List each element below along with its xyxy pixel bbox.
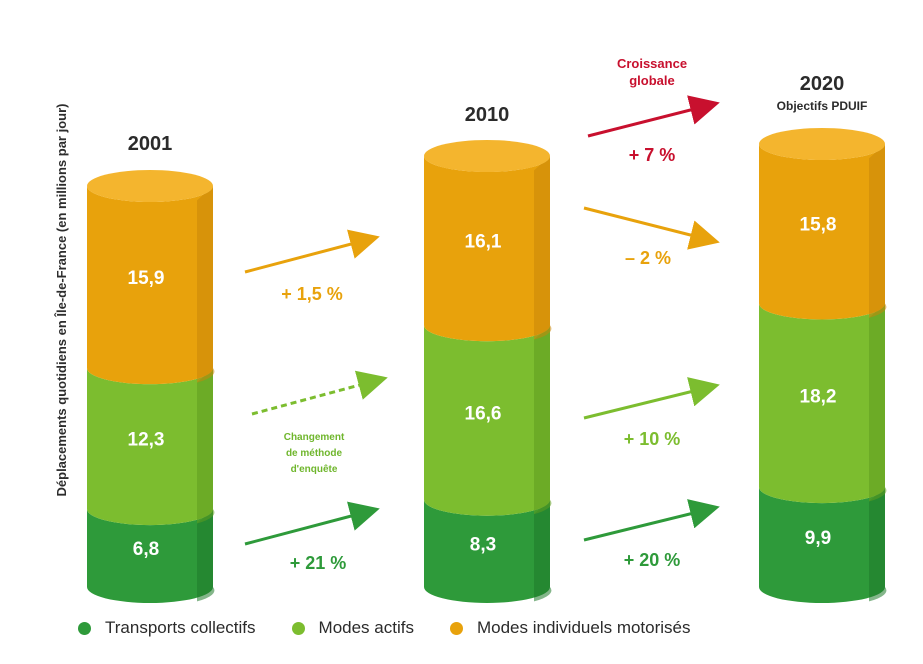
value-label-2001-1: 12,3 (128, 430, 165, 451)
bar-shade-2020-1 (869, 303, 887, 502)
bar-2001-0 (87, 509, 214, 603)
value-label-2001-2: 15,9 (128, 268, 165, 289)
bars-group: 6,8 12,3 15,9 8,3 16,6 16,1 9,9 18,2 15,8 (87, 128, 887, 603)
change-actifs-2010-2020: + 10 % (624, 429, 681, 449)
bar-2020-1 (759, 303, 885, 504)
bar-shade-2001-2 (197, 186, 215, 383)
arrow-motorises-2010-2020 (583, 206, 720, 250)
legend-label-actifs: Modes actifs (318, 618, 414, 637)
bar-2001-1 (87, 368, 214, 526)
arrow-actifs-2001-2010 (251, 370, 388, 416)
change-transports-2010-2020: + 20 % (624, 550, 681, 570)
value-label-2020-0: 9,9 (805, 528, 831, 549)
year-label-2001: 2001 (128, 133, 173, 155)
bar-2020-0 (759, 487, 885, 603)
year-subtitle-2020: Objectifs PDUIF (777, 99, 868, 113)
bar-shade-2001-0 (197, 509, 215, 602)
bar-shade-2020-2 (869, 144, 887, 318)
year-label-2020: 2020 (800, 73, 845, 95)
note-methode-line3: d'enquête (291, 464, 338, 475)
legend-label-motorises: Modes individuels motorisés (476, 618, 691, 637)
value-label-2020-2: 15,8 (800, 215, 837, 236)
y-axis-label: Déplacements quotidiens en Île-de-France… (54, 104, 69, 497)
bar-top-2020 (759, 128, 885, 160)
legend-label-transports: Transports collectifs (105, 618, 256, 637)
croissance-label-line2: globale (629, 73, 675, 88)
bar-shade-2010-0 (534, 499, 552, 602)
legend-swatch-actifs (291, 621, 305, 635)
bar-2001-2 (87, 186, 213, 385)
bar-top-2010 (424, 140, 550, 172)
legend: Transports collectifs Modes actifs Modes… (78, 618, 727, 638)
note-methode-line2: de méthode (286, 448, 343, 459)
bar-shade-2020-0 (869, 487, 887, 602)
legend-swatch-transports (78, 621, 91, 635)
arrow-actifs-2010-2020 (583, 377, 720, 420)
change-croissance: + 7 % (629, 145, 676, 165)
bar-top-2001 (87, 170, 213, 202)
bar-shade-2001-1 (197, 368, 215, 524)
change-transports-2001-2010: + 21 % (290, 553, 347, 573)
legend-item-motorises: Modes individuels motorisés (449, 618, 691, 638)
value-label-2001-0: 6,8 (133, 539, 159, 560)
year-label-2010: 2010 (465, 104, 510, 126)
value-label-2010-2: 16,1 (465, 232, 502, 253)
change-motorises-2001-2010: + 1,5 % (281, 284, 343, 304)
arrow-croissance (587, 95, 720, 138)
value-label-2020-1: 18,2 (800, 386, 837, 407)
bar-shade-2010-1 (534, 325, 552, 515)
value-label-2010-1: 16,6 (465, 403, 502, 424)
arrow-motorises-2001-2010 (244, 229, 380, 274)
bar-2020-2 (759, 144, 885, 320)
bar-2010-0 (424, 499, 550, 603)
bar-shade-2010-2 (534, 156, 552, 340)
bar-2010-1 (424, 325, 550, 516)
value-label-2010-0: 8,3 (470, 534, 496, 555)
legend-item-actifs: Modes actifs (291, 618, 414, 638)
legend-item-transports: Transports collectifs (78, 618, 256, 638)
croissance-label-line1: Croissance (617, 56, 687, 71)
legend-swatch-motorises (449, 621, 463, 635)
note-methode-line1: Changement (284, 432, 345, 443)
change-motorises-2010-2020: – 2 % (625, 248, 671, 268)
arrow-transports-2001-2010 (244, 501, 380, 546)
arrow-transports-2010-2020 (583, 499, 720, 542)
bar-2010-2 (424, 156, 550, 342)
